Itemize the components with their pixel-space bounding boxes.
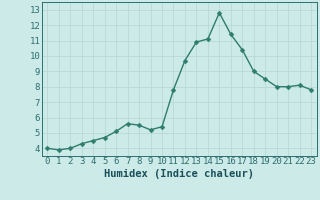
X-axis label: Humidex (Indice chaleur): Humidex (Indice chaleur) xyxy=(104,169,254,179)
